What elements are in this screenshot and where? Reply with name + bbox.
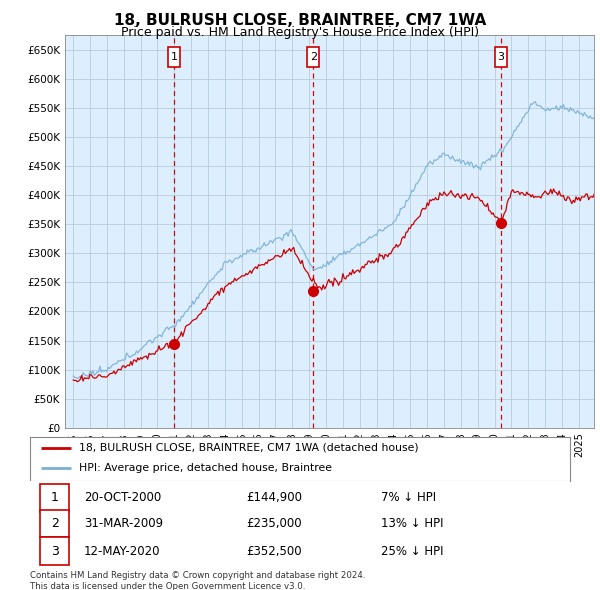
Text: 3: 3 xyxy=(497,52,505,62)
Text: 1: 1 xyxy=(50,491,59,504)
FancyBboxPatch shape xyxy=(40,510,70,537)
Text: 3: 3 xyxy=(50,545,59,558)
Text: 7% ↓ HPI: 7% ↓ HPI xyxy=(381,491,436,504)
Text: £352,500: £352,500 xyxy=(246,545,302,558)
FancyBboxPatch shape xyxy=(40,484,70,512)
Text: 18, BULRUSH CLOSE, BRAINTREE, CM7 1WA (detached house): 18, BULRUSH CLOSE, BRAINTREE, CM7 1WA (d… xyxy=(79,442,418,453)
Text: 2: 2 xyxy=(50,517,59,530)
Text: 12-MAY-2020: 12-MAY-2020 xyxy=(84,545,161,558)
Text: 2: 2 xyxy=(310,52,317,62)
Text: £235,000: £235,000 xyxy=(246,517,302,530)
Text: 18, BULRUSH CLOSE, BRAINTREE, CM7 1WA: 18, BULRUSH CLOSE, BRAINTREE, CM7 1WA xyxy=(114,13,486,28)
Text: 20-OCT-2000: 20-OCT-2000 xyxy=(84,491,161,504)
FancyBboxPatch shape xyxy=(169,47,180,67)
Text: Contains HM Land Registry data © Crown copyright and database right 2024.
This d: Contains HM Land Registry data © Crown c… xyxy=(30,571,365,590)
FancyBboxPatch shape xyxy=(307,47,319,67)
FancyBboxPatch shape xyxy=(495,47,506,67)
Text: 25% ↓ HPI: 25% ↓ HPI xyxy=(381,545,443,558)
Text: 13% ↓ HPI: 13% ↓ HPI xyxy=(381,517,443,530)
Text: 31-MAR-2009: 31-MAR-2009 xyxy=(84,517,163,530)
Text: HPI: Average price, detached house, Braintree: HPI: Average price, detached house, Brai… xyxy=(79,464,332,473)
Text: Price paid vs. HM Land Registry's House Price Index (HPI): Price paid vs. HM Land Registry's House … xyxy=(121,26,479,39)
FancyBboxPatch shape xyxy=(40,537,70,565)
Text: 1: 1 xyxy=(171,52,178,62)
Text: £144,900: £144,900 xyxy=(246,491,302,504)
